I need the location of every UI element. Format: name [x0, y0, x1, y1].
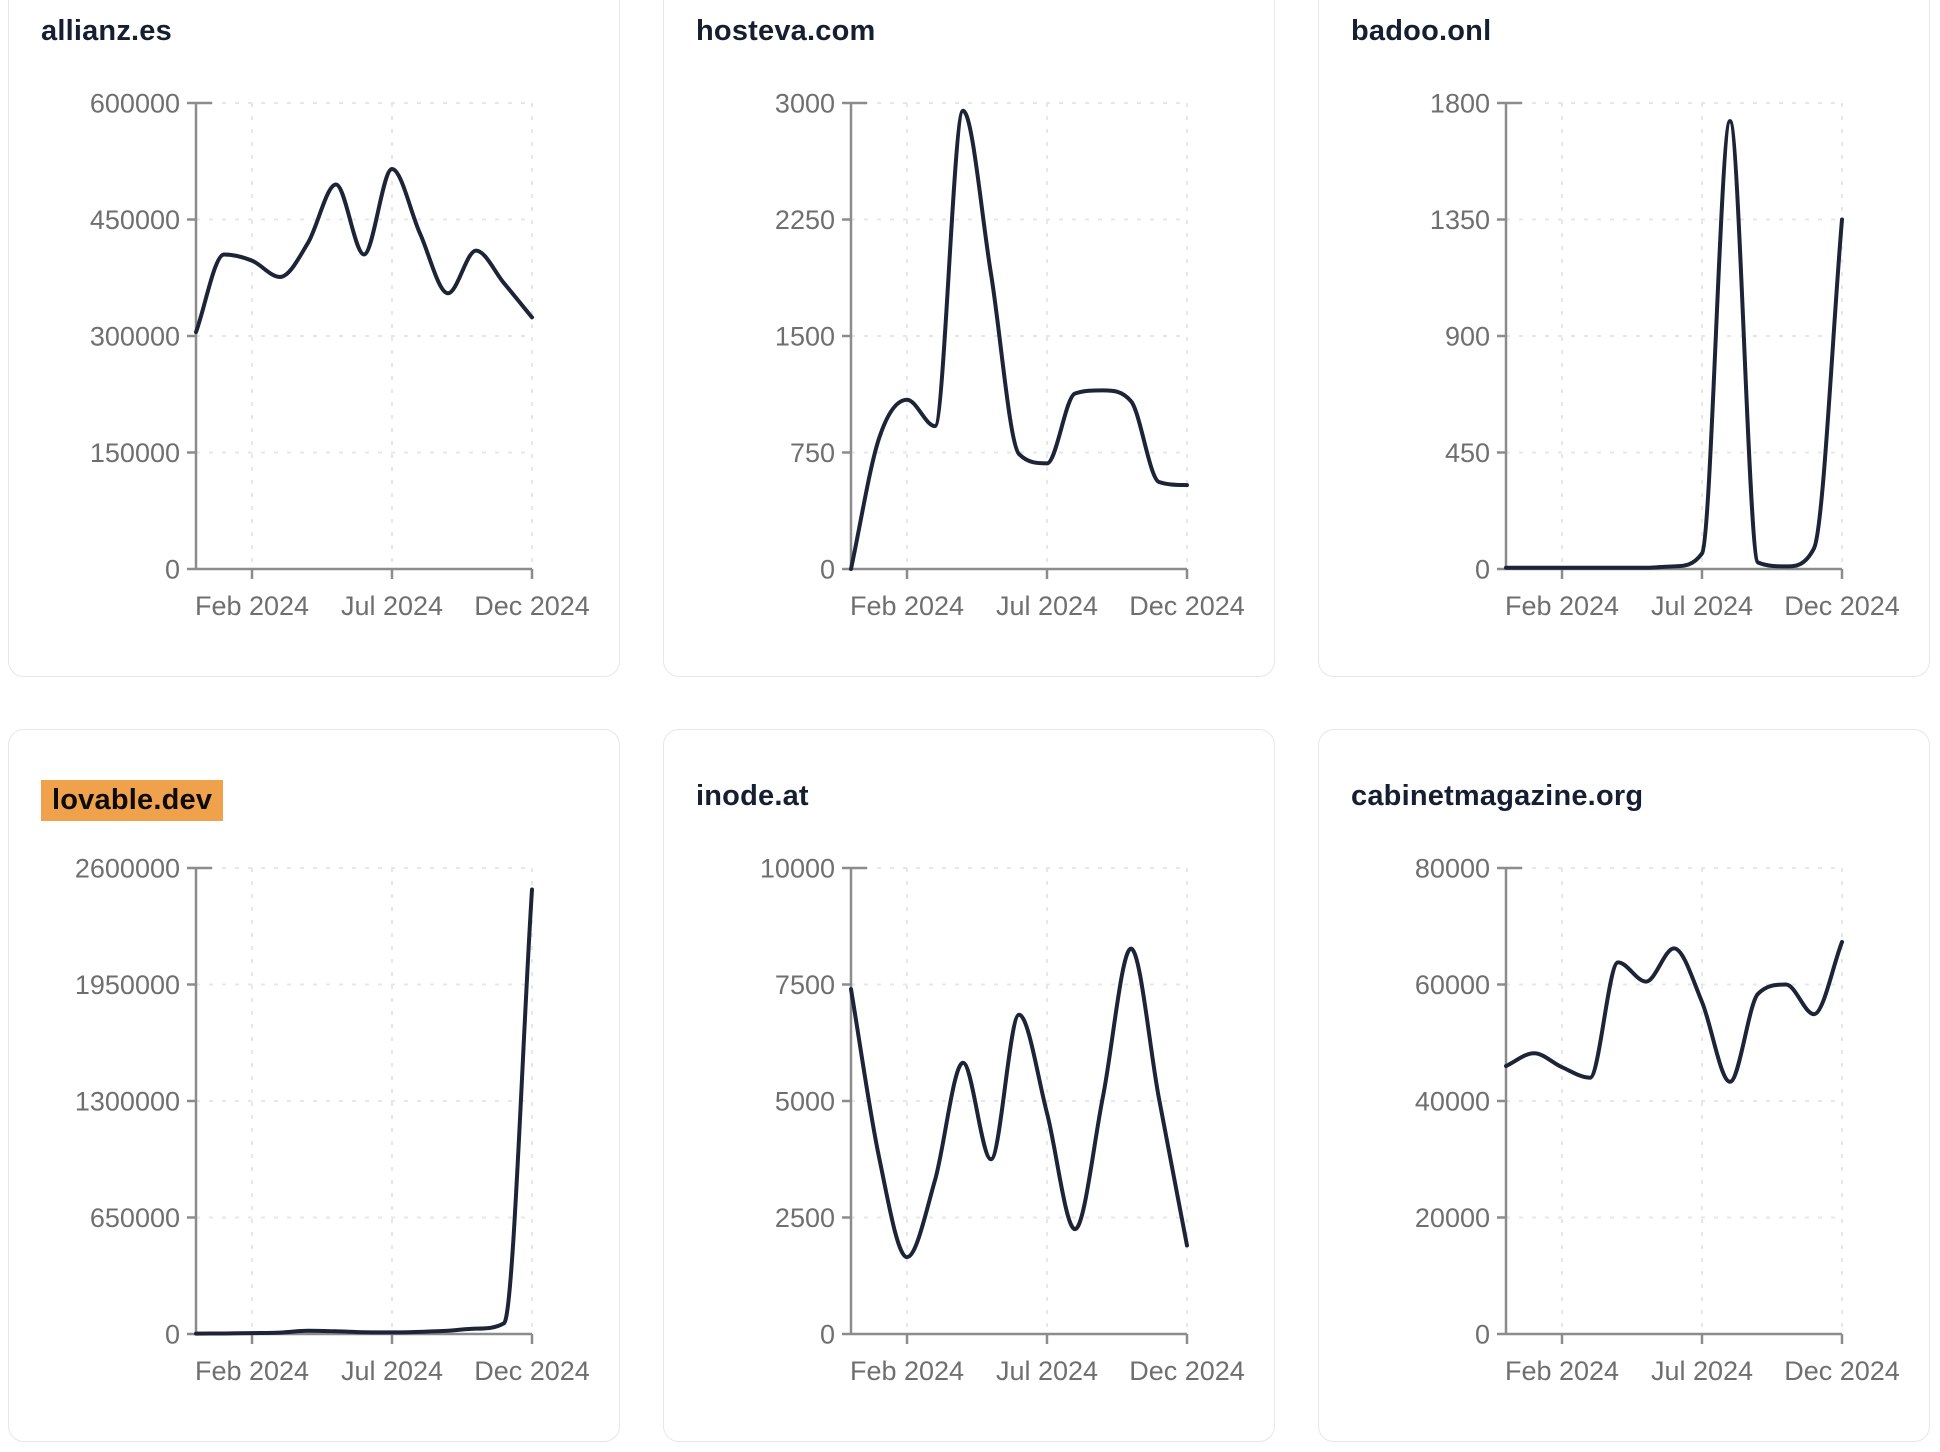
y-tick-label: 0	[820, 554, 835, 584]
card-title[interactable]: cabinetmagazine.org	[1351, 780, 1644, 812]
card-title[interactable]: inode.at	[696, 780, 809, 812]
x-tick-label: Jul 2024	[1651, 1356, 1753, 1386]
y-tick-label: 1800	[1430, 88, 1490, 118]
y-tick-label: 0	[165, 1319, 180, 1349]
card-title-row: lovable.dev	[41, 780, 224, 821]
x-tick-label: Dec 2024	[474, 591, 590, 621]
y-tick-label: 150000	[90, 438, 180, 468]
x-tick-label: Feb 2024	[850, 591, 964, 621]
x-tick-label: Feb 2024	[195, 591, 309, 621]
y-tick-label: 1500	[775, 321, 835, 351]
y-tick-label: 5000	[775, 1086, 835, 1116]
trend-line	[849, 108, 1189, 571]
x-tick-label: Dec 2024	[1784, 1356, 1900, 1386]
y-tick-label: 450	[1445, 438, 1490, 468]
x-tick-label: Feb 2024	[1505, 1356, 1619, 1386]
y-tick-label: 7500	[775, 970, 835, 1000]
card-title-row: cabinetmagazine.org	[1351, 780, 1643, 813]
y-tick-label: 60000	[1415, 970, 1490, 1000]
line-chart: 0 2500 5000 7500 10000 Feb 2024 Jul 2024 Dec 20…	[760, 853, 1245, 1386]
y-tick-label: 1300000	[75, 1086, 180, 1116]
line-chart: 0 450 900 1350 1800 Feb 2024 Jul 2024 Dec 2024	[1430, 88, 1900, 621]
y-tick-label: 0	[1475, 554, 1490, 584]
y-tick-label: 10000	[760, 853, 835, 883]
x-tick-label: Jul 2024	[996, 1356, 1098, 1386]
y-tick-label: 80000	[1415, 853, 1490, 883]
x-tick-label: Dec 2024	[1784, 591, 1900, 621]
y-tick-label: 3000	[775, 88, 835, 118]
card-title[interactable]: badoo.onl	[1351, 15, 1492, 47]
y-tick-label: 900	[1445, 321, 1490, 351]
y-tick-label: 2600000	[75, 853, 180, 883]
trend-line	[849, 946, 1189, 1260]
chart-card: hosteva.com 0 750 1500 2250 3000 Feb 2024 Jul 2…	[663, 0, 1275, 677]
y-tick-label: 20000	[1415, 1203, 1490, 1233]
trend-line	[1504, 939, 1844, 1084]
x-tick-label: Dec 2024	[1129, 1356, 1245, 1386]
y-tick-label: 650000	[90, 1203, 180, 1233]
trend-line	[194, 167, 534, 335]
card-title-row: hosteva.com	[696, 15, 876, 48]
x-tick-label: Dec 2024	[1129, 591, 1245, 621]
card-title-row: badoo.onl	[1351, 15, 1491, 48]
y-tick-label: 2500	[775, 1203, 835, 1233]
x-tick-label: Dec 2024	[474, 1356, 590, 1386]
line-chart: 0 20000 40000 60000 80000 Feb 2024 Jul 2024 Dec…	[1415, 853, 1900, 1386]
y-tick-label: 450000	[90, 205, 180, 235]
chart-card: inode.at 0 2500 5000 7500 10000 Feb 2024 Jul 20…	[663, 729, 1275, 1442]
y-tick-label: 1350	[1430, 205, 1490, 235]
line-chart: 0 650000 1300000 1950000 2600000 Feb 2024 Jul …	[75, 853, 590, 1386]
chart-card: cabinetmagazine.org 0 20000 40000 60000 80000…	[1318, 729, 1930, 1442]
y-tick-label: 40000	[1415, 1086, 1490, 1116]
x-tick-label: Jul 2024	[341, 1356, 443, 1386]
x-tick-label: Jul 2024	[1651, 591, 1753, 621]
card-title[interactable]: hosteva.com	[696, 15, 876, 47]
y-tick-label: 2250	[775, 205, 835, 235]
y-tick-label: 0	[820, 1319, 835, 1349]
card-title-row: allianz.es	[41, 15, 172, 48]
trend-line	[1504, 119, 1844, 570]
y-tick-label: 600000	[90, 88, 180, 118]
x-tick-label: Feb 2024	[850, 1356, 964, 1386]
y-tick-label: 0	[165, 554, 180, 584]
card-title-row: inode.at	[696, 780, 809, 813]
x-tick-label: Jul 2024	[996, 591, 1098, 621]
card-title[interactable]: allianz.es	[41, 15, 172, 47]
y-tick-label: 750	[790, 438, 835, 468]
y-tick-label: 0	[1475, 1319, 1490, 1349]
chart-card: lovable.dev 0 650000 1300000 1950000 2600000 F…	[8, 729, 620, 1442]
x-tick-label: Feb 2024	[195, 1356, 309, 1386]
trend-line	[194, 887, 534, 1336]
line-chart: 0 750 1500 2250 3000 Feb 2024 Jul 2024 Dec 2024	[775, 88, 1245, 621]
x-tick-label: Feb 2024	[1505, 591, 1619, 621]
x-tick-label: Jul 2024	[341, 591, 443, 621]
y-tick-label: 300000	[90, 321, 180, 351]
y-tick-label: 1950000	[75, 970, 180, 1000]
chart-card: allianz.es 0 150000 300000 450000 600000 Feb 2…	[8, 0, 620, 677]
chart-card: badoo.onl 0 450 900 1350 1800 Feb 2024 Jul 2024…	[1318, 0, 1930, 677]
card-title-highlighted[interactable]: lovable.dev	[41, 780, 224, 821]
line-chart: 0 150000 300000 450000 600000 Feb 2024 Jul 202…	[90, 88, 590, 621]
